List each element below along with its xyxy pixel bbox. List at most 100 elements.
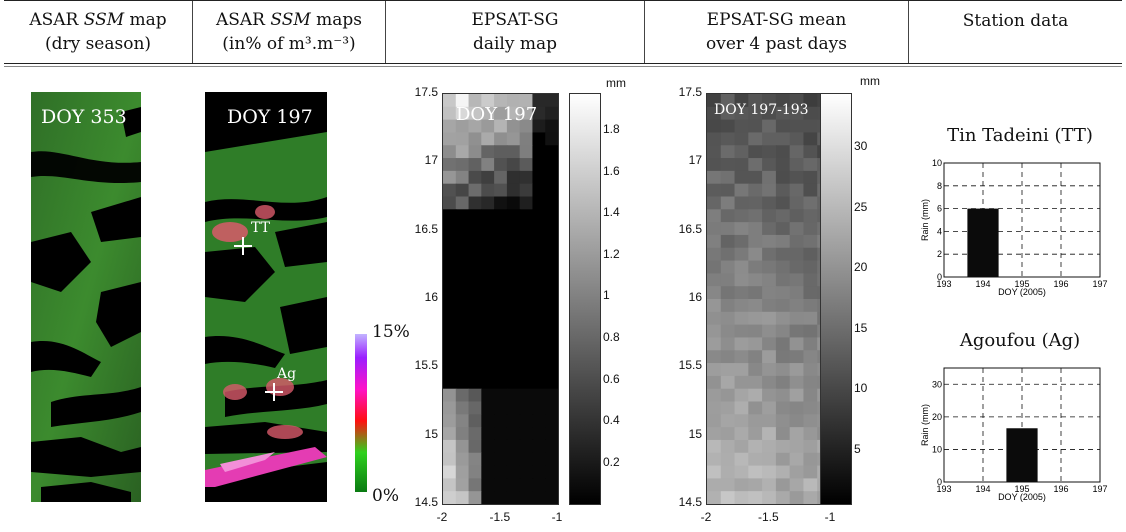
epsat-daily-image xyxy=(442,93,559,505)
epsat-daily-cbar-tick: 0.8 xyxy=(603,330,620,344)
epsat-daily-panel: 17.5 17 16.5 16 15.5 15 14.5 -2 -1.5 -1 DOY 197 … xyxy=(400,76,640,532)
tt-ytick-label: 6 xyxy=(937,204,942,214)
header-separator xyxy=(908,1,909,63)
ag-ytick-label: 30 xyxy=(932,379,942,389)
ssm-colorbar xyxy=(355,334,367,492)
header-epsat-mean-line1: EPSAT-SG mean xyxy=(706,10,847,30)
ag-chart-title: Agoufou (Ag) xyxy=(959,330,1081,351)
epsat-daily-cbar-tick: 0.2 xyxy=(603,454,620,469)
epsat-mean-ytick: 15 xyxy=(688,426,702,441)
tt-marker-label: TT xyxy=(251,220,270,236)
header-epsat-mean: EPSAT-SG mean over 4 past days xyxy=(645,1,908,63)
tt-xtick-label: 196 xyxy=(1053,279,1068,289)
ssm-colorbar-min: 0% xyxy=(372,486,399,506)
tt-xtick-label: 194 xyxy=(975,279,990,289)
ag-yaxis-label: Rain (mm) xyxy=(920,404,930,446)
header-asar-maps-post: maps xyxy=(310,10,363,30)
header-table: ASAR SSM map (dry season) ASAR SSM maps … xyxy=(4,0,1122,64)
header-asar-dry-pre: ASAR xyxy=(29,10,84,30)
ag-ytick-label: 0 xyxy=(937,477,942,487)
epsat-mean-xtick: -1.5 xyxy=(758,510,779,524)
header-bottom-rule xyxy=(4,66,1122,67)
asar-doy197-label: DOY 197 xyxy=(227,106,313,128)
tt-xtick-label: 195 xyxy=(1014,279,1029,289)
ag-station-marker xyxy=(265,383,283,401)
epsat-mean-image xyxy=(706,93,832,505)
tt-station-marker xyxy=(234,237,252,255)
header-separator xyxy=(192,1,193,63)
tt-xaxis-label: DOY (2005) xyxy=(998,287,1046,297)
asar-dry-doy-label: DOY 353 xyxy=(41,106,127,128)
tt-xtick-label: 193 xyxy=(936,279,951,289)
ag-ytick-label: 10 xyxy=(932,444,942,454)
epsat-daily-ytick: 17 xyxy=(424,153,438,168)
epsat-mean-xtick: -2 xyxy=(700,510,712,524)
epsat-daily-ytick: 16 xyxy=(424,290,438,304)
tt-ytick-label: 0 xyxy=(937,272,942,282)
epsat-daily-colorbar xyxy=(569,93,601,505)
epsat-daily-xtick: -1 xyxy=(551,510,563,524)
header-asar-maps-em: SSM xyxy=(270,10,311,30)
epsat-daily-ytick: 16.5 xyxy=(414,221,438,236)
tt-bar xyxy=(967,208,999,277)
epsat-daily-ytick: 17.5 xyxy=(414,85,438,99)
epsat-daily-cbar-tick: 1.6 xyxy=(603,163,620,178)
tt-rain-chart: 193 194 195 196 197 0 2 4 6 8 10 DOY (2005) Rain (mm… xyxy=(920,158,1108,297)
epsat-mean-ytick: 16 xyxy=(688,290,702,304)
header-asar-maps-line2: (in% of m³.m⁻³) xyxy=(222,34,356,54)
ag-xaxis-label: DOY (2005) xyxy=(998,492,1046,502)
tt-ytick-label: 8 xyxy=(937,181,942,191)
header-station-data-line1: Station data xyxy=(962,11,1069,31)
header-separator xyxy=(644,1,645,63)
ag-rain-chart: 193 194 195 196 197 0 10 20 30 DOY (2005) Rain (mm… xyxy=(920,367,1108,502)
epsat-mean-cbar-tick: 15 xyxy=(854,320,868,335)
epsat-mean-ytick: 15.5 xyxy=(678,358,702,373)
asar-dry-season-image xyxy=(31,92,141,502)
epsat-daily-ytick: 14.5 xyxy=(414,495,438,509)
epsat-mean-cbar-tick: 5 xyxy=(854,441,861,456)
epsat-mean-ytick: 16.5 xyxy=(678,221,702,236)
tt-xtick-label: 197 xyxy=(1092,279,1107,289)
epsat-daily-cbar-tick: 1.2 xyxy=(603,246,620,261)
epsat-daily-ytick: 15.5 xyxy=(414,358,438,373)
epsat-daily-cbar-tick: 0.4 xyxy=(603,413,620,428)
header-station-data: Station data xyxy=(909,1,1122,63)
tt-yaxis-label: Rain (mm) xyxy=(920,199,930,241)
epsat-mean-cbar-tick: 20 xyxy=(854,260,868,274)
asar-dry-season-map: DOY 353 xyxy=(31,92,141,502)
epsat-mean-colorbar xyxy=(820,93,852,505)
header-separator xyxy=(385,1,386,63)
header-epsat-mean-line2: over 4 past days xyxy=(706,34,847,54)
epsat-mean-ytick: 17 xyxy=(688,153,702,168)
header-asar-dry-post: map xyxy=(124,10,167,30)
ag-bar xyxy=(1006,428,1038,482)
epsat-daily-cbar-tick: 1 xyxy=(603,288,610,303)
asar-doy197-map: DOY 197 TT Ag xyxy=(205,92,327,502)
epsat-mean-cbar-tick: 30 xyxy=(854,139,868,153)
header-asar-maps-pre: ASAR xyxy=(215,10,271,30)
header-asar-dry-em: SSM xyxy=(83,10,125,30)
epsat-daily-unit: mm xyxy=(606,76,626,90)
epsat-daily-doy-label: DOY 197 xyxy=(456,104,538,125)
ag-xtick-label: 196 xyxy=(1053,484,1068,494)
epsat-daily-xtick: -2 xyxy=(436,510,448,524)
epsat-mean-unit: mm xyxy=(860,74,880,88)
header-epsat-daily-line2: daily map xyxy=(472,34,558,54)
header-epsat-daily-line1: EPSAT-SG xyxy=(471,10,559,30)
ag-marker-label: Ag xyxy=(277,366,297,382)
tt-ytick-label: 10 xyxy=(932,158,942,168)
epsat-daily-xtick: -1.5 xyxy=(489,510,511,524)
header-asar-dry-line2: (dry season) xyxy=(44,34,152,54)
asar-doy197-image xyxy=(205,92,327,502)
epsat-daily-ytick: 15 xyxy=(424,426,438,441)
epsat-daily-cbar-tick: 1.8 xyxy=(603,122,620,136)
tt-ytick-label: 2 xyxy=(937,249,942,259)
ag-xtick-label: 193 xyxy=(936,484,951,494)
epsat-mean-panel: 17.5 17 16.5 16 15.5 15 14.5 -2 -1.5 -1 DOY 197-… xyxy=(668,74,908,532)
header-epsat-daily: EPSAT-SG daily map xyxy=(386,1,644,63)
ssm-colorbar-max: 15% xyxy=(372,322,410,342)
ag-xtick-label: 194 xyxy=(975,484,990,494)
epsat-daily-cbar-tick: 0.6 xyxy=(603,371,620,386)
epsat-mean-cbar-tick: 25 xyxy=(854,199,868,214)
header-asar-dry: ASAR SSM map (dry season) xyxy=(4,1,192,63)
